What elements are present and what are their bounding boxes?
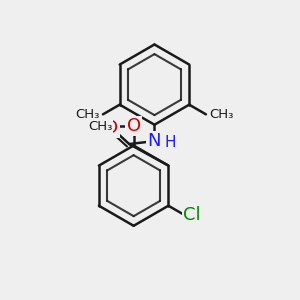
- Text: H: H: [164, 135, 176, 150]
- Text: CH₃: CH₃: [88, 120, 112, 133]
- Text: O: O: [104, 119, 118, 137]
- Text: O: O: [127, 117, 141, 135]
- Text: CH₃: CH₃: [75, 108, 99, 121]
- Text: CH₃: CH₃: [209, 108, 234, 121]
- Text: N: N: [148, 132, 161, 150]
- Text: Cl: Cl: [183, 206, 200, 224]
